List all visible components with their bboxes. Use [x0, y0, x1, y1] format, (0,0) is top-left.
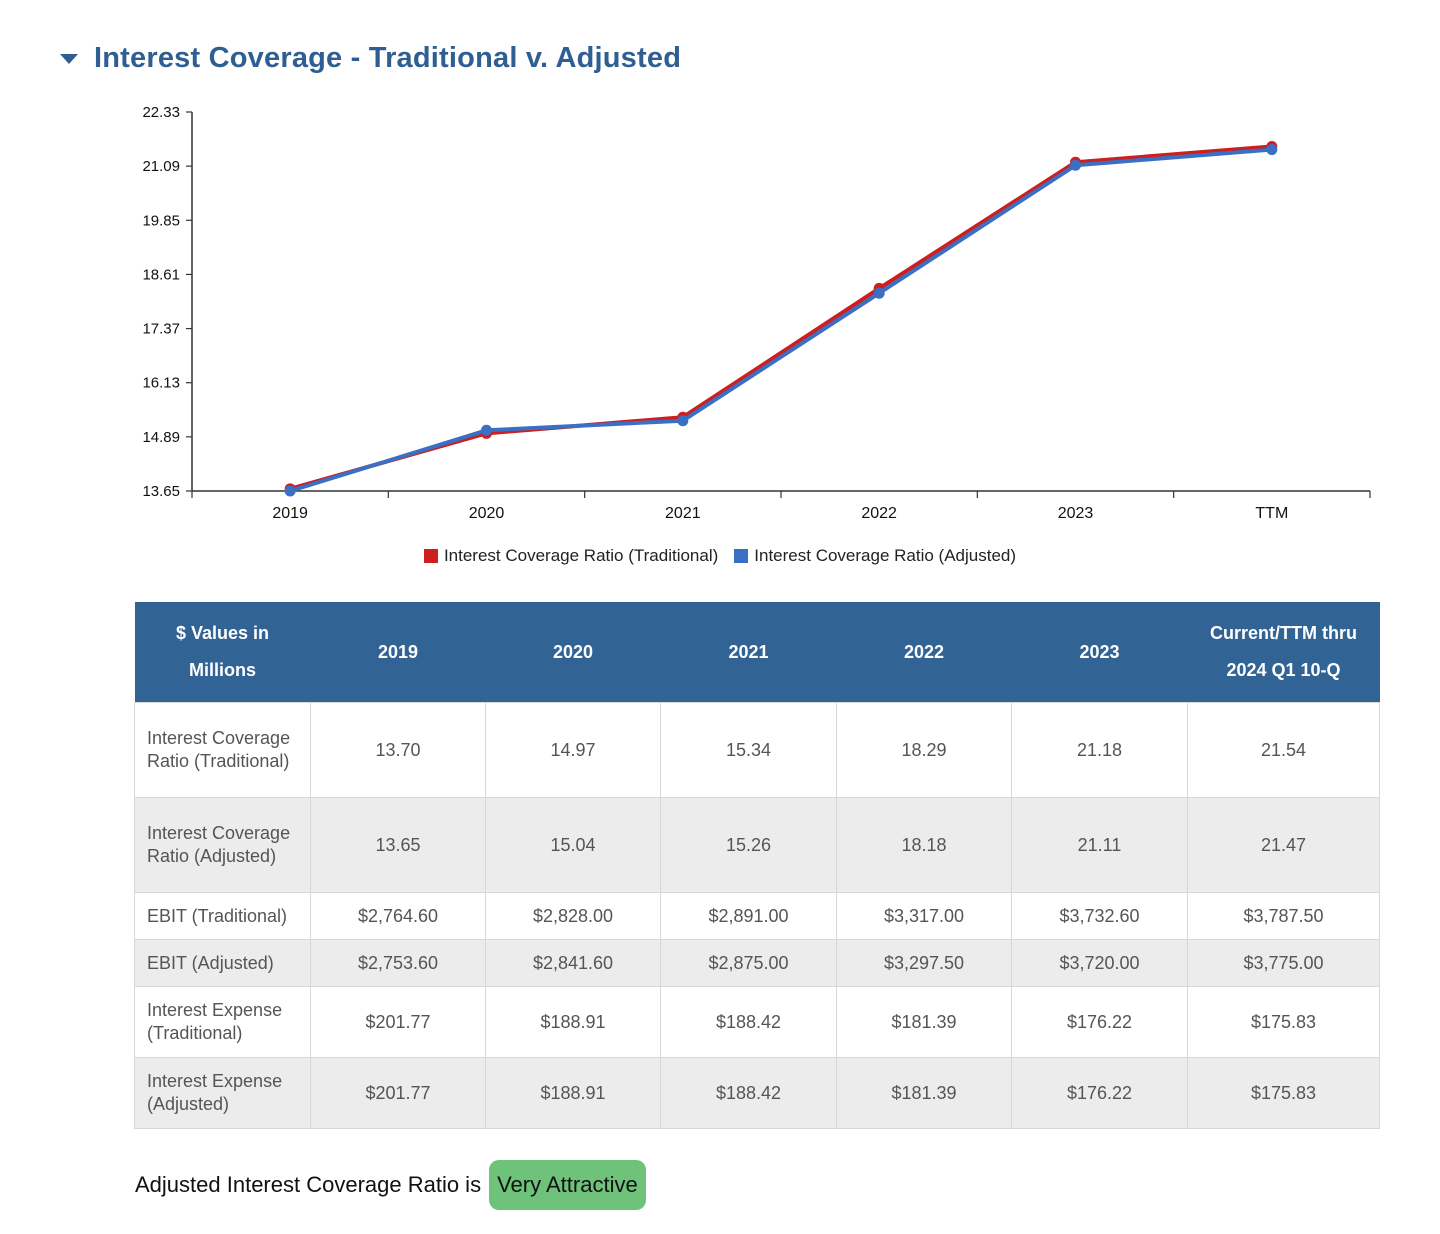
table-cell: $3,317.00	[836, 892, 1012, 940]
legend-swatch-adjusted	[734, 549, 749, 563]
y-tick-label: 13.65	[142, 483, 180, 500]
x-tick-label: 2022	[861, 505, 897, 522]
data-point-adjusted	[284, 485, 296, 497]
x-tick-label: TTM	[1255, 505, 1288, 522]
table-cell: $201.77	[310, 1057, 486, 1129]
row-label: Interest Coverage Ratio (Adjusted)	[134, 797, 311, 893]
header-year: 2019	[310, 602, 486, 703]
row-label: Interest Coverage Ratio (Traditional)	[134, 702, 311, 798]
rating-text: Adjusted Interest Coverage Ratio is	[135, 1172, 482, 1197]
table-row: EBIT (Adjusted) $2,753.60 $2,841.60 $2,8…	[134, 939, 1380, 987]
table-row: Interest Expense (Adjusted) $201.77 $188…	[134, 1057, 1380, 1129]
y-tick-label: 17.37	[142, 321, 180, 338]
header-year: 2023	[1011, 602, 1188, 703]
row-label: Interest Expense (Adjusted)	[134, 1057, 311, 1129]
chart-legend: Interest Coverage Ratio (Traditional) In…	[0, 546, 1440, 566]
interest-coverage-table: $ Values in Millions 2019 2020 2021 2022…	[134, 602, 1380, 1129]
table-cell: 13.70	[310, 702, 486, 798]
table-cell: $188.91	[485, 1057, 661, 1129]
series-line-traditional	[289, 144, 1272, 491]
y-tick-label: 19.85	[142, 212, 180, 229]
header-year: 2022	[836, 602, 1012, 703]
legend-label-traditional: Interest Coverage Ratio (Traditional)	[443, 546, 719, 565]
table-cell: 15.34	[660, 702, 837, 798]
table-cell: $176.22	[1011, 1057, 1188, 1129]
legend-label-adjusted: Interest Coverage Ratio (Adjusted)	[754, 546, 1017, 565]
x-tick-label: 2020	[469, 505, 505, 522]
x-tick-label: 2021	[665, 505, 701, 522]
table-cell: $176.22	[1011, 986, 1188, 1058]
table-row: EBIT (Traditional) $2,764.60 $2,828.00 $…	[134, 892, 1380, 940]
data-point-adjusted	[873, 287, 885, 299]
table-cell: 15.04	[485, 797, 661, 893]
table-cell: $188.42	[660, 1057, 837, 1129]
table-cell: $2,875.00	[660, 939, 837, 987]
table-cell: $188.42	[660, 986, 837, 1058]
table-cell: 18.29	[836, 702, 1012, 798]
table-row: Interest Expense (Traditional) $201.77 $…	[134, 986, 1380, 1058]
header-year: 2021	[660, 602, 837, 703]
table-cell: 21.11	[1011, 797, 1188, 893]
x-tick-label: 2023	[1058, 505, 1094, 522]
caret-down-icon	[60, 54, 78, 64]
table-header-row: $ Values in Millions 2019 2020 2021 2022…	[134, 602, 1380, 703]
row-label: EBIT (Adjusted)	[134, 939, 311, 987]
interest-coverage-chart: 13.65 14.89 16.13 17.37 18.61 19.85 21.09 22.33…	[142, 104, 1371, 522]
table-cell: $2,891.00	[660, 892, 837, 940]
table-cell: $188.91	[485, 986, 661, 1058]
table-cell: 18.18	[836, 797, 1012, 893]
table-cell: 21.54	[1187, 702, 1380, 798]
table-cell: $175.83	[1187, 986, 1380, 1058]
table-cell: 14.97	[485, 702, 661, 798]
data-point-adjusted	[1070, 159, 1081, 171]
header-year: 2020	[485, 602, 661, 703]
row-label: EBIT (Traditional)	[134, 892, 311, 940]
y-tick-label: 18.61	[142, 266, 180, 283]
table-cell: $181.39	[836, 1057, 1012, 1129]
legend-item-traditional[interactable]: Interest Coverage Ratio (Traditional)	[423, 546, 719, 566]
table-cell: $2,841.60	[485, 939, 661, 987]
table-cell: $3,775.00	[1187, 939, 1380, 987]
x-tick-label: 2019	[272, 505, 308, 522]
data-point-adjusted	[1266, 144, 1278, 156]
table-cell: $2,764.60	[310, 892, 486, 940]
legend-swatch-traditional	[423, 549, 438, 563]
y-tick-label: 21.09	[142, 158, 180, 175]
header-values-in-millions: $ Values in Millions	[134, 602, 311, 703]
table-cell: $3,720.00	[1011, 939, 1188, 987]
table-cell: $3,297.50	[836, 939, 1012, 987]
table-cell: $181.39	[836, 986, 1012, 1058]
table-cell: 15.26	[660, 797, 837, 893]
table-cell: 13.65	[310, 797, 486, 893]
table-cell: 21.18	[1011, 702, 1188, 798]
data-point-adjusted	[677, 415, 689, 427]
table-row: Interest Coverage Ratio (Adjusted) 13.65…	[134, 797, 1380, 893]
row-label: Interest Expense (Traditional)	[134, 986, 311, 1058]
y-tick-label: 16.13	[142, 375, 180, 392]
table-cell: $3,732.60	[1011, 892, 1188, 940]
header-current-ttm: Current/TTM thru 2024 Q1 10-Q	[1187, 602, 1380, 703]
table-cell: $2,753.60	[310, 939, 486, 987]
y-tick-label: 22.33	[142, 104, 180, 121]
table-cell: 21.47	[1187, 797, 1380, 893]
data-point-adjusted	[481, 424, 492, 436]
table-row: Interest Coverage Ratio (Traditional) 13…	[134, 702, 1380, 798]
table-cell: $2,828.00	[485, 892, 661, 940]
table-cell: $3,787.50	[1187, 892, 1380, 940]
table-cell: $201.77	[310, 986, 486, 1058]
rating-badge: Very Attractive	[489, 1160, 646, 1210]
section-toggle[interactable]: Interest Coverage - Traditional v. Adjus…	[60, 38, 681, 78]
table-cell: $175.83	[1187, 1057, 1380, 1129]
section-title: Interest Coverage - Traditional v. Adjus…	[94, 41, 682, 74]
legend-item-adjusted[interactable]: Interest Coverage Ratio (Adjusted)	[734, 546, 1016, 566]
rating-line: Adjusted Interest Coverage Ratio is Very…	[135, 1160, 646, 1210]
y-tick-label: 14.89	[142, 429, 180, 446]
series-line-adjusted	[289, 147, 1272, 493]
